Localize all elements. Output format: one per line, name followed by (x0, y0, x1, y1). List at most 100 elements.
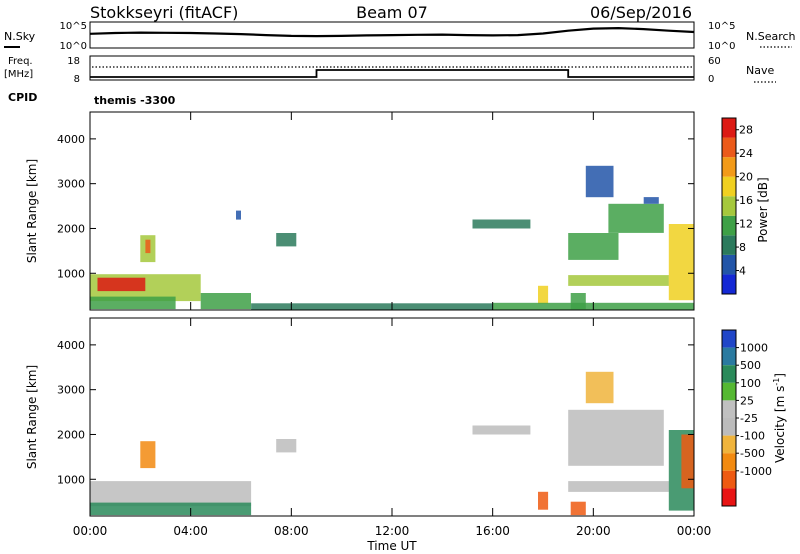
colorbar-swatch (722, 215, 736, 236)
colorbar-swatch (722, 254, 736, 275)
beam-title: Beam 07 (356, 3, 428, 22)
noise-left-tick-bottom: 10^0 (60, 41, 87, 52)
x-axis-title: Time UT (366, 539, 417, 553)
colorbar-swatch (722, 488, 736, 506)
colorbar-swatch (722, 235, 736, 255)
y-tick-label: 2000 (57, 428, 85, 441)
heatmap-cell (276, 233, 297, 247)
freq-label-line2: [MHz] (4, 69, 33, 80)
heatmap-cell (608, 203, 664, 233)
colorbar-tick-label: 28 (739, 124, 753, 137)
colorbar-tick-label: 24 (739, 147, 753, 160)
x-tick-label: 00:00 (73, 524, 108, 538)
colorbar-swatch (722, 274, 736, 294)
colorbar-tick-label: 500 (740, 359, 761, 372)
cpid-value: themis -3300 (94, 94, 176, 107)
x-tick-labels: 00:00 04:00 08:00 12:00 16:00 20:00 00:00 (73, 524, 712, 538)
colorbar-tick-label: -25 (740, 412, 758, 425)
x-tick-label: 20:00 (576, 524, 611, 538)
colorbar-tick-label: 20 (739, 171, 753, 184)
colorbar-swatch (722, 382, 736, 401)
colorbar-tick-label: -100 (740, 430, 765, 443)
velocity-heatmap-cells (90, 371, 694, 516)
noise-right-tick-top: 10^5 (708, 21, 735, 32)
colorbar-swatch (722, 196, 736, 216)
colorbar-swatch (722, 330, 736, 348)
power-colorbar-label: Power [dB] (756, 177, 770, 242)
cpid-label: CPID (8, 91, 37, 104)
colorbar-swatch (722, 365, 736, 383)
velocity-colorbar-label-exp: -1 (772, 378, 781, 386)
heatmap-cell (251, 303, 493, 310)
y-tick-label: 4000 (57, 339, 85, 352)
colorbar-swatch (722, 470, 736, 489)
heatmap-cell (145, 239, 151, 254)
noise-line (89, 26, 695, 38)
x-tick-label: 16:00 (475, 524, 510, 538)
freq-tick-top: 18 (67, 56, 80, 67)
colorbar-tick-label: -1000 (740, 465, 772, 478)
heatmap-cell (97, 277, 146, 292)
noise-right-label: N.Search (746, 30, 796, 43)
y-tick-label: 3000 (57, 384, 85, 397)
x-tick-label: 08:00 (274, 524, 309, 538)
heatmap-cell (276, 439, 297, 453)
power-y-label: Slant Range [km] (25, 159, 39, 263)
heatmap-cell (681, 434, 694, 489)
colorbar-tick-label: -500 (740, 447, 765, 460)
heatmap-cell (200, 293, 251, 310)
velocity-colorbar: 1000 500 100 25 -25 -100 -500 -1000 (721, 329, 772, 507)
noise-panel: N.Sky 10^5 10^0 10^5 10^0 N.Search (4, 21, 796, 52)
colorbar-tick-label: 100 (740, 377, 761, 390)
x-tick-label: 00:00 (677, 524, 712, 538)
y-tick-label: 1000 (57, 267, 85, 280)
heatmap-cell (568, 481, 669, 492)
power-panel: 1000 2000 3000 4000 Slant Range [km] 4 8 12 16… (25, 111, 770, 311)
colorbar-swatch (722, 347, 736, 366)
colorbar-swatch (722, 157, 736, 177)
heatmap-cell (585, 165, 614, 198)
velocity-panel: 1000 2000 3000 4000 Slant Range [km] 1000 50… (25, 317, 787, 517)
y-tick-label: 4000 (57, 133, 85, 146)
heatmap-cell (538, 491, 549, 510)
x-tick-label: 04:00 (173, 524, 208, 538)
y-tick-label: 3000 (57, 178, 85, 191)
heatmap-cell (568, 275, 669, 286)
noise-panel-frame (89, 21, 695, 49)
colorbar-tick-label: 1000 (740, 342, 768, 355)
heatmap-cell (568, 233, 619, 260)
x-tick-label: 12:00 (375, 524, 410, 538)
velocity-colorbar-label-close: ] (773, 373, 787, 378)
velocity-colorbar-label: Velocity [m s-1] (772, 373, 787, 463)
nave-tick-top: 60 (708, 56, 721, 67)
noise-left-label: N.Sky (4, 30, 36, 43)
nave-label: Nave (746, 64, 774, 77)
freq-panel: Freq. [MHz] 18 8 60 0 Nave (4, 55, 776, 85)
heatmap-cell (568, 409, 664, 466)
power-heatmap-cells (90, 165, 694, 310)
velocity-y-label: Slant Range [km] (25, 365, 39, 469)
heatmap-cell (668, 224, 694, 301)
station-title: Stokkseyri (fitACF) (90, 3, 238, 22)
heatmap-cell (90, 296, 176, 310)
heatmap-cell (538, 285, 549, 304)
colorbar-swatch (722, 137, 736, 158)
heatmap-cell (236, 210, 241, 220)
y-tick-label: 2000 (57, 222, 85, 235)
colorbar-swatch (722, 118, 736, 138)
freq-line (90, 69, 694, 78)
freq-panel-frame (89, 55, 695, 81)
heatmap-cell (90, 502, 252, 516)
colorbar-swatch (722, 176, 736, 197)
heatmap-cell (472, 425, 531, 435)
colorbar-swatch (722, 435, 736, 454)
heatmap-cell (140, 441, 156, 469)
date-title: 06/Sep/2016 (590, 3, 692, 22)
colorbar-tick-label: 16 (739, 194, 753, 207)
velocity-axis-ticks: 1000 2000 3000 4000 (57, 318, 695, 516)
power-colorbar: 4 8 12 16 20 24 28 (721, 117, 753, 295)
velocity-colorbar-label-main: Velocity [m s (773, 386, 787, 463)
noise-left-tick-top: 10^5 (60, 21, 87, 32)
heatmap-cell (570, 501, 586, 516)
